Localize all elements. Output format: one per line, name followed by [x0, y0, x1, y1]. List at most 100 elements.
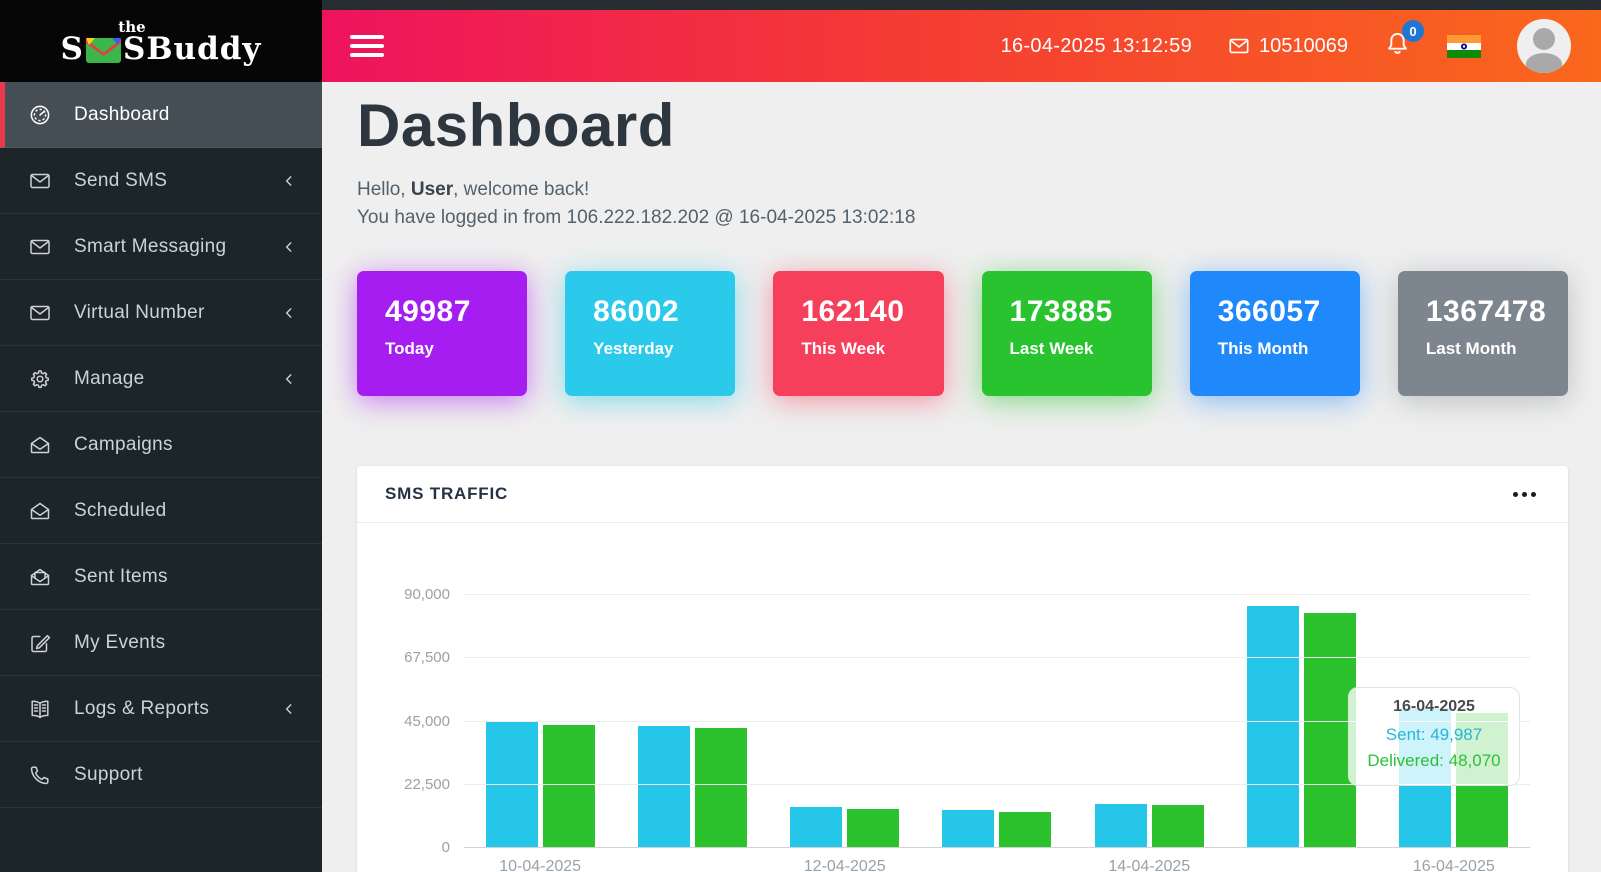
sidebar-item-dashboard[interactable]: Dashboard [0, 82, 322, 148]
brand-logo-suffix: SBuddy [122, 30, 262, 67]
stat-card-yesterday: 86002 Yesterday [565, 271, 736, 397]
x-tick-label [616, 858, 768, 872]
stat-card-this-week: 162140 This Week [773, 271, 944, 397]
card-menu-ellipsis-icon[interactable] [1509, 488, 1540, 501]
bar-sent-12-04-2025[interactable] [790, 807, 843, 849]
sidebar-item-support[interactable]: Support [0, 742, 322, 808]
envelope-icon [1229, 38, 1249, 54]
chevron-left-icon [285, 703, 292, 714]
current-datetime: 16-04-2025 13:12:59 [1000, 34, 1193, 57]
account-number[interactable]: 10510069 [1228, 35, 1348, 58]
stat-label: Yesterday [593, 339, 674, 359]
sidebar-item-virtual-number[interactable]: Virtual Number [0, 280, 322, 346]
sidebar-item-label: Logs & Reports [74, 697, 210, 719]
tooltip-line: Delivered: 48,070 [1367, 750, 1501, 770]
sidebar-item-label: Dashboard [74, 103, 170, 125]
sidebar-item-manage[interactable]: Manage [0, 346, 322, 412]
gridline [464, 847, 1530, 849]
page-title: Dashboard [357, 92, 675, 159]
bar-delivered-11-04-2025[interactable] [694, 728, 747, 849]
stat-value: 366057 [1217, 295, 1321, 329]
sidebar-item-campaigns[interactable]: Campaigns [0, 412, 322, 478]
gridline [464, 783, 1530, 785]
stat-card-last-week: 173885 Last Week [981, 271, 1152, 397]
bar-sent-10-04-2025[interactable] [485, 721, 538, 849]
colored-envelope-icon [85, 37, 121, 63]
sidebar-item-label: Send SMS [74, 169, 168, 191]
stat-value: 162140 [801, 295, 905, 329]
tooltip-line: Sent: 49,987 [1385, 725, 1483, 745]
user-avatar[interactable] [1517, 19, 1571, 73]
x-tick-label: 16-04-2025 [1412, 858, 1495, 872]
x-tick-label: 14-04-2025 [1108, 858, 1191, 872]
sidebar-item-sent-items[interactable]: Sent Items [0, 544, 322, 610]
bar-delivered-10-04-2025[interactable] [542, 724, 595, 849]
main-content: Dashboard Hello, User, welcome back! You… [322, 0, 1601, 872]
sidebar-item-label: Sent Items [74, 565, 168, 587]
topbar: 16-04-2025 13:12:59 10510069 0 [322, 0, 1601, 82]
bar-delivered-14-04-2025[interactable] [1151, 805, 1204, 849]
stat-label: Last Month [1425, 339, 1517, 359]
sidebar-item-label: Virtual Number [74, 301, 205, 323]
stat-card-last-month: 1367478 Last Month [1397, 271, 1569, 397]
bar-sent-15-04-2025[interactable] [1247, 606, 1300, 849]
notifications-bell[interactable]: 0 [1384, 20, 1424, 63]
stat-label: Today [385, 339, 434, 359]
sms-traffic-card-header: SMS TRAFFIC [357, 466, 1568, 524]
stat-value: 173885 [1009, 295, 1113, 329]
x-tick-label: 10-04-2025 [499, 858, 582, 872]
x-tick-label [921, 858, 1073, 872]
bar-group-10-04-2025 [464, 606, 616, 849]
bar-sent-14-04-2025[interactable] [1094, 803, 1147, 849]
pencil-square-icon [31, 634, 51, 652]
chevron-left-icon [285, 307, 292, 318]
envelope-icon [30, 173, 50, 188]
notification-count-badge: 0 [1402, 20, 1424, 42]
sidebar-item-label: My Events [74, 631, 166, 653]
y-tick-label: 90,000 [404, 586, 450, 604]
stat-card-this-month: 366057 This Month [1189, 271, 1360, 397]
sidebar-item-smart-messaging[interactable]: Smart Messaging [0, 214, 322, 280]
bar-delivered-12-04-2025[interactable] [847, 808, 900, 849]
envelope-open-icon [30, 436, 50, 453]
brand-logo-prefix: S [60, 30, 84, 67]
envelope-icon [30, 305, 50, 320]
user-name: User [410, 179, 454, 200]
sidebar-item-label: Campaigns [74, 433, 173, 455]
greeting-text: Hello, User, welcome back! [357, 179, 590, 200]
bell-icon [1388, 32, 1407, 54]
book-icon [31, 699, 49, 718]
gridline [464, 720, 1530, 722]
india-flag-icon[interactable] [1447, 34, 1481, 58]
sidebar-item-my-events[interactable]: My Events [0, 610, 322, 676]
bar-sent-13-04-2025[interactable] [942, 809, 995, 849]
sidebar-item-logs-reports[interactable]: Logs & Reports [0, 676, 322, 742]
stats-row: 49987 Today 86002 Yesterday 162140 This Week 1… [357, 271, 1569, 397]
y-tick-label: 45,000 [404, 712, 450, 730]
sms-traffic-chart: 0 22,500 45,000 67,500 90,000 16-04-2025 Sen… [357, 523, 1568, 872]
plot-area: 16-04-2025 Sent: 49,987 Delivered: 48,070 [464, 575, 1530, 849]
sidebar-item-label: Scheduled [74, 499, 167, 521]
bar-sent-11-04-2025[interactable] [637, 725, 690, 849]
sms-traffic-card: SMS TRAFFIC 0 22,500 45,000 67,500 90,000 16… [357, 466, 1568, 872]
bar-delivered-13-04-2025[interactable] [999, 811, 1052, 849]
bar-group-15-04-2025 [1225, 606, 1377, 849]
stat-label: This Month [1217, 339, 1309, 359]
x-tick-label: 12-04-2025 [803, 858, 886, 872]
tooltip-date: 16-04-2025 [1393, 698, 1475, 716]
sidebar-item-scheduled[interactable]: Scheduled [0, 478, 322, 544]
sidebar-item-label: Smart Messaging [74, 235, 227, 257]
gear-icon [31, 369, 49, 388]
x-axis: 10-04-2025 12-04-2025 14-04-2025 16-04-2025 [464, 848, 1530, 872]
hamburger-menu-icon[interactable] [350, 30, 384, 62]
stat-label: This Week [801, 339, 886, 359]
bar-delivered-15-04-2025[interactable] [1304, 613, 1357, 849]
sidebar-item-send-sms[interactable]: Send SMS [0, 148, 322, 214]
y-tick-label: 0 [441, 839, 450, 857]
stat-value: 49987 [385, 295, 471, 329]
brand-logo[interactable]: the S SBuddy [0, 0, 322, 82]
brand-logo-name: S SBuddy [60, 30, 262, 67]
stat-label: Last Week [1009, 339, 1094, 359]
phone-icon [30, 765, 49, 784]
gridline [464, 594, 1530, 596]
